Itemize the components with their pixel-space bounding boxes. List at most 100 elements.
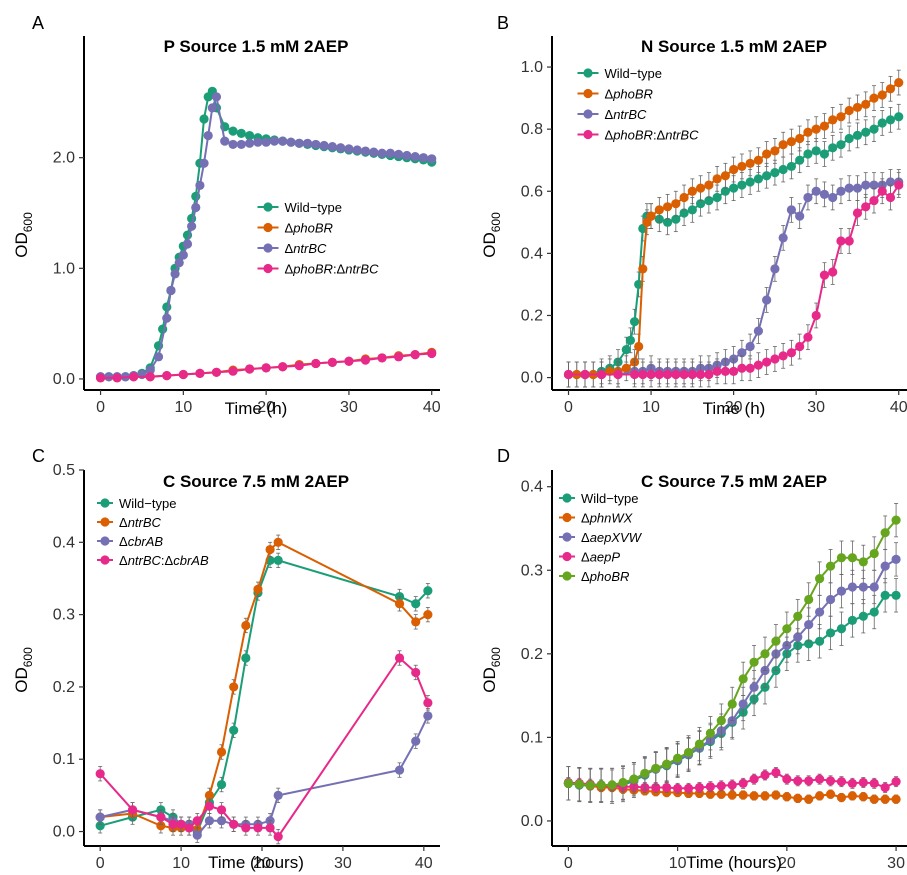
y-tick-label: 0.2 [53,679,75,696]
data-point [869,548,879,559]
data-point [673,783,683,793]
data-point [394,352,404,362]
data-point [844,236,854,246]
series-line [99,715,429,837]
panel-a-ylabel: OD600 [12,212,35,258]
data-point [815,791,825,801]
data-point [427,348,437,359]
y-tick-label: 0.4 [53,534,75,551]
legend-swatch-dot [562,571,572,581]
x-tick-label: 20 [725,399,743,416]
legend-swatch-dot [100,517,110,527]
x-tick-label: 30 [807,399,825,416]
data-point [858,777,868,788]
data-point [712,192,722,203]
data-point [858,557,868,567]
data-point [679,192,689,203]
data-point [811,124,821,134]
data-point [153,352,164,362]
data-point [216,805,227,815]
data-point [869,195,879,206]
data-point [629,369,640,380]
data-point [563,778,573,788]
data-point [170,269,180,279]
data-point [782,792,792,802]
data-point [778,233,788,243]
data-point [241,823,251,833]
y-tick-label: 0.4 [521,479,543,496]
data-point [793,793,803,803]
data-point [704,195,714,206]
data-point [646,369,656,380]
data-point [825,561,836,571]
data-point [891,590,901,600]
data-point [683,747,694,758]
data-point [869,778,879,788]
data-point [727,780,737,790]
panel-letter-a: A [32,13,44,33]
data-point [847,791,857,801]
data-point [241,653,251,663]
data-point [104,372,114,382]
panel-letter-c: C [32,446,45,466]
data-point [607,780,617,790]
x-tick-label: 10 [642,399,660,416]
panel-c-plot: 0 10 20 30 40 0.0 0.1 0.2 0.3 0.4 0.5 Wild−type Δntr… [53,462,440,872]
y-tick-label: 1.0 [521,59,543,76]
data-point [220,136,230,146]
data-point [662,782,672,793]
legend-swatch-dot [583,109,593,119]
data-point [729,164,739,175]
data-point [95,821,105,831]
data-point [683,783,694,793]
data-point [803,149,813,159]
legend-swatch-dot [263,243,273,253]
data-point [803,332,813,342]
x-tick-label: 20 [253,855,271,872]
data-point [795,155,805,165]
data-point [745,341,755,352]
legend: Wild−type ΔphnWX ΔaepXVW ΔaepP ΔphoBR [559,491,643,584]
data-point [749,657,759,667]
data-point [811,146,821,156]
data-point [377,148,387,158]
data-point [825,594,836,605]
legend-swatch-dot [583,129,593,140]
data-point [793,632,803,642]
series-pink [95,650,433,845]
data-point [278,362,288,372]
data-point [229,725,239,735]
data-point [244,138,255,148]
panel-b-plot: 0 10 20 30 40 0.0 0.2 0.4 0.6 0.8 1.0 Wild−type Δpho… [521,36,907,416]
data-point [782,774,792,784]
data-point [720,366,730,376]
panel-c-xlabel: Time (hours) [208,853,304,872]
panel-d-title: C Source 7.5 mM 2AEP [641,472,827,491]
data-point [877,90,887,100]
series-lime [563,503,901,803]
data-point [621,345,631,355]
series-line [100,89,432,378]
panel-c-ylabel: OD600 [12,647,35,693]
series-orange [95,534,433,837]
y-tick-label: 0.1 [53,751,75,768]
data-point [804,794,814,804]
data-point [679,208,689,218]
data-point [634,341,644,352]
data-point [286,137,296,147]
data-point [760,649,770,659]
series-line [99,559,429,834]
data-point [694,782,705,793]
data-point [696,199,706,209]
data-point [828,192,838,203]
data-point [782,624,792,634]
data-point [191,202,201,213]
data-point [673,753,683,763]
legend-swatch-dot [263,202,273,212]
data-point [836,186,846,196]
data-point [760,770,770,780]
data-point [825,789,836,799]
data-point [815,607,825,617]
data-point [574,779,584,789]
